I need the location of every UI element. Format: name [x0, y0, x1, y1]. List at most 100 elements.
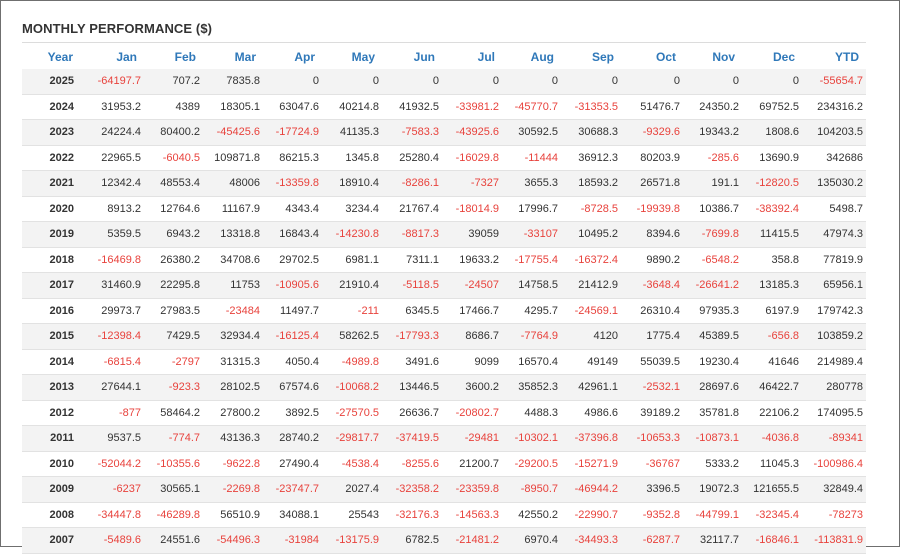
- table-cell: -9622.8: [203, 451, 263, 477]
- table-cell: -32345.4: [742, 502, 802, 528]
- table-cell: 174095.5: [802, 400, 866, 426]
- column-header-year: Year: [47, 49, 73, 64]
- row-year-cell: 2016: [22, 298, 80, 324]
- table-cell: 69752.5: [742, 94, 802, 120]
- table-cell: 24350.2: [683, 94, 742, 120]
- table-cell: -55654.7: [802, 69, 866, 95]
- table-cell: 6782.5: [382, 527, 442, 554]
- table-cell: 4986.6: [561, 400, 621, 426]
- table-cell: -2797: [144, 349, 203, 375]
- table-cell: 8394.6: [621, 221, 683, 248]
- table-cell: 27490.4: [263, 451, 322, 477]
- table-cell: 80203.9: [621, 145, 683, 171]
- table-cell: 7835.8: [203, 69, 263, 95]
- table-cell: 280778: [802, 374, 866, 401]
- table-cell: 12342.4: [80, 170, 144, 197]
- table-cell: 121655.5: [742, 476, 802, 503]
- table-cell: 24551.6: [144, 527, 203, 554]
- table-cell: 1775.4: [621, 323, 683, 350]
- table-cell: 214989.4: [802, 349, 866, 375]
- table-cell: 28740.2: [263, 425, 322, 452]
- table-cell: -7583.3: [382, 119, 442, 146]
- table-cell: 18910.4: [322, 170, 382, 197]
- row-year-cell: 2010: [22, 451, 80, 477]
- table-cell: 135030.2: [802, 170, 866, 197]
- table-cell: -29481: [442, 425, 502, 452]
- table-cell: 41646: [742, 349, 802, 375]
- table-cell: 16843.4: [263, 221, 322, 248]
- table-cell: -8950.7: [502, 476, 561, 503]
- table-cell: 21767.4: [382, 196, 442, 222]
- table-cell: 32117.7: [683, 527, 742, 554]
- table-cell: -33107: [502, 221, 561, 248]
- table-cell: 21412.9: [561, 272, 621, 299]
- table-cell: 21910.4: [322, 272, 382, 299]
- table-cell: 9537.5: [80, 425, 144, 452]
- table-cell: 3396.5: [621, 476, 683, 503]
- table-cell: -8255.6: [382, 451, 442, 477]
- table-cell: 0: [322, 69, 382, 95]
- table-cell: 4050.4: [263, 349, 322, 375]
- table-cell: 27644.1: [80, 374, 144, 401]
- table-row: 2011 9537.5 -774.7 43136.3 28740.2 -29817.7 -3…: [22, 425, 866, 452]
- table-cell: -7764.9: [502, 323, 561, 350]
- table-cell: -4538.4: [322, 451, 382, 477]
- row-year-cell: 2022: [22, 145, 80, 171]
- table-cell: 31460.9: [80, 272, 144, 299]
- table-cell: -285.6: [683, 145, 742, 171]
- table-cell: 30688.3: [561, 119, 621, 146]
- table-cell: 7311.1: [382, 247, 442, 273]
- table-cell: 2027.4: [322, 476, 382, 503]
- table-cell: -44799.1: [683, 502, 742, 528]
- table-row: 2008 -34447.8 -46289.8 56510.9 34088.1 25543-…: [22, 502, 866, 528]
- table-cell: -19939.8: [621, 196, 683, 222]
- table-cell: -10873.1: [683, 425, 742, 452]
- table-cell: -15271.9: [561, 451, 621, 477]
- table-cell: -16372.4: [561, 247, 621, 273]
- table-cell: -32176.3: [382, 502, 442, 528]
- table-cell: 13690.9: [742, 145, 802, 171]
- table-cell: 39189.2: [621, 400, 683, 426]
- column-header-sep: Sep: [591, 49, 614, 64]
- table-cell: -29817.7: [322, 425, 382, 452]
- table-cell: 3655.3: [502, 170, 561, 197]
- column-header-jul: Jul: [477, 49, 495, 64]
- table-cell: -78273: [802, 502, 866, 528]
- table-body: 2025 -64197.7 707.2 7835.8 0 0 0 0 0 0 0 0 0 -55654.7…: [22, 69, 866, 554]
- table-cell: -9352.8: [621, 502, 683, 528]
- table-row: 2013 27644.1 -923.3 28102.5 67574.6 -10068.2 1…: [22, 374, 866, 401]
- table-cell: 191.1: [683, 170, 742, 197]
- table-cell: -5118.5: [382, 272, 442, 299]
- table-cell: -211: [322, 298, 382, 324]
- table-cell: -7327: [442, 170, 502, 197]
- table-cell: 1808.6: [742, 119, 802, 146]
- table-cell: -10653.3: [621, 425, 683, 452]
- table-cell: 80400.2: [144, 119, 203, 146]
- row-year-cell: 2018: [22, 247, 80, 273]
- table-cell: -9329.6: [621, 119, 683, 146]
- table-cell: -29200.5: [502, 451, 561, 477]
- header-row: Year Jan Feb Mar Apr May Jun Jul Aug Sep Oct Nov Dec…: [22, 44, 866, 69]
- title-divider: [22, 42, 866, 43]
- table-cell: 31315.3: [203, 349, 263, 375]
- table-cell: -27570.5: [322, 400, 382, 426]
- column-header-apr: Apr: [294, 49, 315, 64]
- table-cell: -3648.4: [621, 272, 683, 299]
- table-cell: -16846.1: [742, 527, 802, 554]
- table-cell: 26310.4: [621, 298, 683, 324]
- row-year-cell: 2025: [22, 69, 80, 95]
- table-cell: -12398.4: [80, 323, 144, 350]
- table-cell: 11415.5: [742, 221, 802, 248]
- table-cell: 1345.8: [322, 145, 382, 171]
- table-cell: 77819.9: [802, 247, 866, 273]
- table-cell: 19343.2: [683, 119, 742, 146]
- table-cell: -21481.2: [442, 527, 502, 554]
- table-cell: 0: [502, 69, 561, 95]
- table-row: 2012 -877 58464.2 27800.2 3892.5 -27570.5 2663…: [22, 400, 866, 426]
- table-cell: -100986.4: [802, 451, 866, 477]
- table-cell: 27800.2: [203, 400, 263, 426]
- table-cell: 3491.6: [382, 349, 442, 375]
- table-cell: 10386.7: [683, 196, 742, 222]
- table-cell: 29702.5: [263, 247, 322, 273]
- table-cell: 8686.7: [442, 323, 502, 350]
